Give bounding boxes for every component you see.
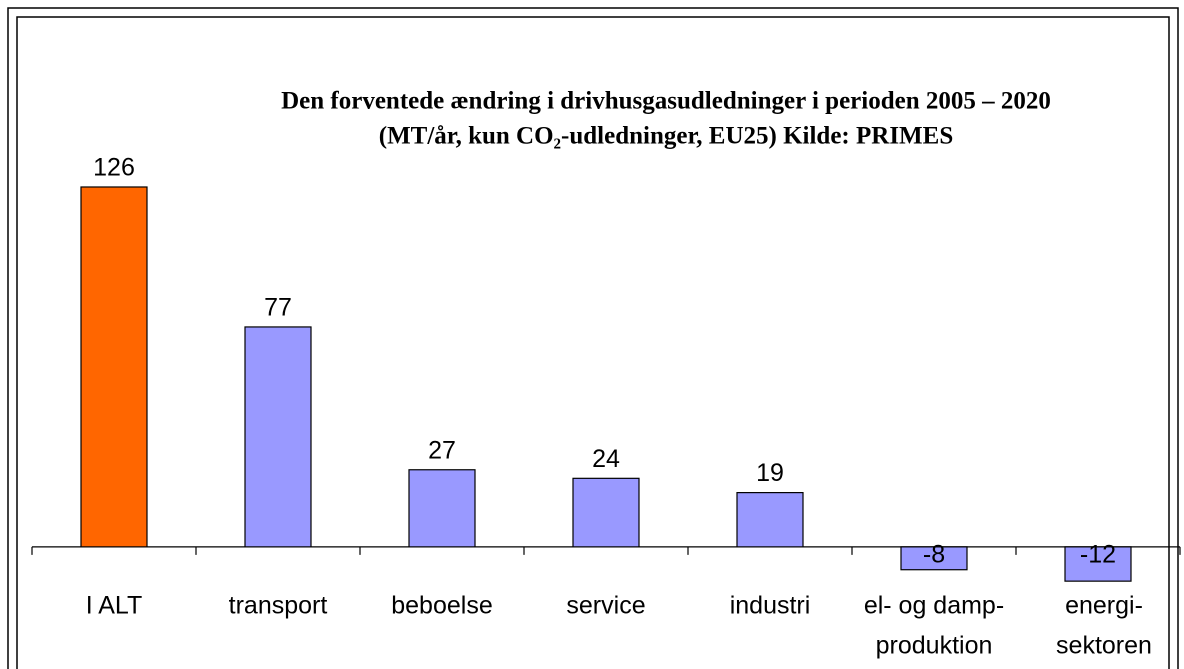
x-tick-label: energi- [1065, 592, 1143, 620]
x-tick-label: I ALT [86, 592, 143, 620]
x-tick-label: service [566, 592, 645, 620]
x-tick-label: el- og damp- [864, 592, 1004, 620]
chart-subtitle: (MT/år, kun CO₂-udledninger, EU25) Kilde… [379, 123, 953, 150]
bar [1064, 546, 1132, 582]
value-label: -8 [923, 540, 945, 568]
x-tick-label: transport [229, 592, 328, 620]
bar [736, 492, 804, 548]
value-label: 126 [93, 154, 135, 182]
chart-title: Den forventede ændring i drivhusgasudled… [281, 88, 1051, 115]
bar [408, 469, 476, 548]
value-label: -12 [1080, 540, 1116, 568]
outer-frame [7, 7, 1179, 669]
x-tick-label: sektoren [1056, 632, 1152, 660]
bar [900, 546, 968, 571]
value-label: 19 [756, 459, 784, 487]
bar [80, 186, 148, 548]
x-tick-label: industri [730, 592, 811, 620]
value-label: 77 [264, 294, 292, 322]
inner-frame [16, 16, 1170, 669]
bar [244, 326, 312, 548]
bar [572, 477, 640, 548]
x-tick-label: produktion [876, 632, 993, 660]
value-label: 24 [592, 445, 620, 473]
x-tick-label: beboelse [391, 592, 492, 620]
value-label: 27 [428, 436, 456, 464]
